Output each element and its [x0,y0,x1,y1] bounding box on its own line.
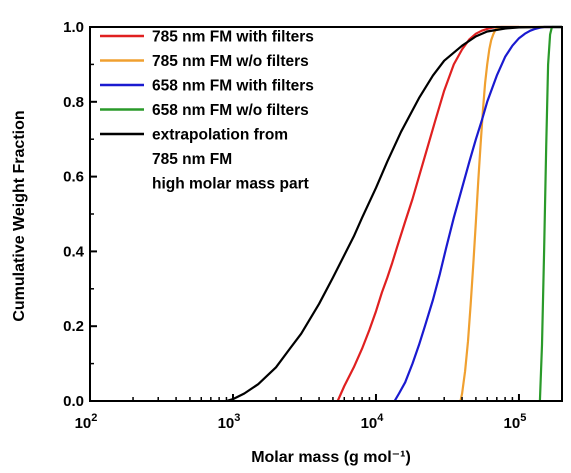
x-tick-label: 105 [504,412,527,432]
x-tick-label: 104 [361,412,385,432]
y-tick-label: 1.0 [63,19,84,36]
y-tick-label: 0.6 [63,169,84,186]
series-line [538,25,562,401]
legend-label: 785 nm FM w/o filters [152,53,309,70]
legend-label: 658 nm FM with filters [152,78,314,95]
series-line [226,25,562,401]
x-tick-label: 103 [218,412,241,432]
legend-label: high molar mass part [152,176,309,193]
plot-lines [226,25,562,401]
series-line [336,25,519,401]
y-tick-label: 0.2 [63,318,84,335]
y-axis-ticks: 0.0 0.2 0.4 0.6 0.8 1.0 [63,19,97,410]
legend-label: 785 nm FM with filters [152,29,314,46]
x-axis-ticks: 102 103 104 105 [75,394,563,432]
legend-label: 658 nm FM w/o filters [152,102,309,119]
y-tick-label: 0.4 [63,243,85,260]
y-tick-label: 0.0 [63,393,84,410]
legend-label: extrapolation from [152,127,288,144]
x-tick-label: 102 [75,412,98,432]
series-line [393,25,562,401]
legend-label: 785 nm FM [152,151,232,168]
legend: 785 nm FM with filters 785 nm FM w/o filt… [100,29,314,193]
y-axis-title: Cumulative Weight Fraction [11,110,28,321]
x-axis-title: Molar mass (g mol⁻¹) [251,449,411,466]
y-tick-label: 0.8 [63,94,84,111]
